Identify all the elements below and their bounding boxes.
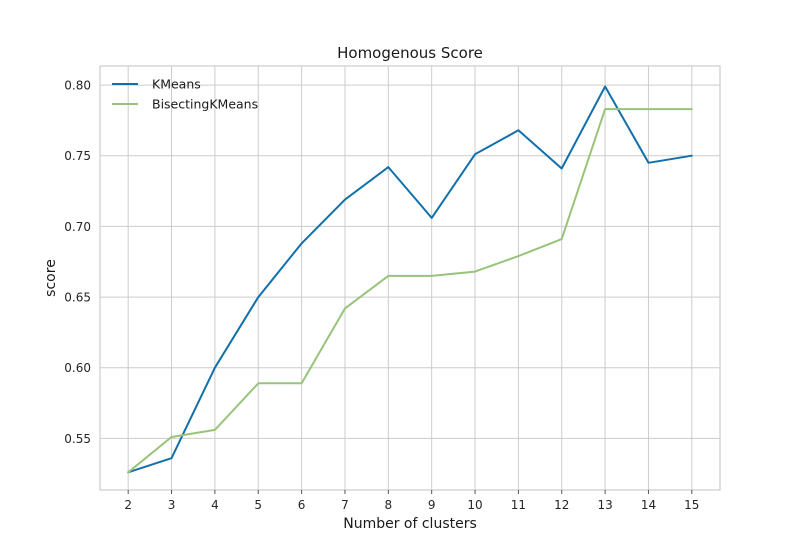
tick-labels: 2 3 4 5 6 7 8 9 10 11 12 13 14 15 0.55 0.60 0.65 0.70 0.75…: [64, 79, 699, 512]
y-tick-label: 0.75: [64, 149, 91, 163]
x-tick-label: 15: [684, 498, 699, 512]
x-tick-label: 13: [597, 498, 612, 512]
x-tick-label: 12: [554, 498, 569, 512]
legend-label: KMeans: [152, 77, 201, 92]
grid: [100, 66, 720, 490]
x-tick-label: 5: [254, 498, 262, 512]
y-tick-label: 0.60: [64, 361, 91, 375]
chart-title: Homogenous Score: [337, 44, 483, 62]
legend: KMeans BisectingKMeans: [112, 77, 258, 112]
x-tick-label: 8: [385, 498, 393, 512]
x-tick-label: 14: [641, 498, 656, 512]
x-tick-label: 3: [168, 498, 176, 512]
series-line-bisectingkmeans: [127, 108, 693, 474]
x-tick-label: 2: [124, 498, 132, 512]
x-tick-label: 11: [511, 498, 526, 512]
y-tick-label: 0.55: [64, 432, 91, 446]
x-tick-label: 10: [467, 498, 482, 512]
x-tick-label: 4: [211, 498, 219, 512]
x-axis-label: Number of clusters: [343, 516, 477, 532]
series-line-kmeans: [127, 85, 693, 474]
series-lines: [127, 85, 693, 474]
y-tick-label: 0.70: [64, 220, 91, 234]
legend-label: BisectingKMeans: [152, 97, 258, 112]
y-axis-label: score: [43, 259, 59, 297]
x-tick-label: 6: [298, 498, 306, 512]
y-tick-label: 0.65: [64, 291, 91, 305]
x-tick-label: 7: [341, 498, 349, 512]
x-tick-label: 9: [428, 498, 436, 512]
plot-area: [99, 65, 721, 491]
y-tick-label: 0.80: [64, 79, 91, 93]
